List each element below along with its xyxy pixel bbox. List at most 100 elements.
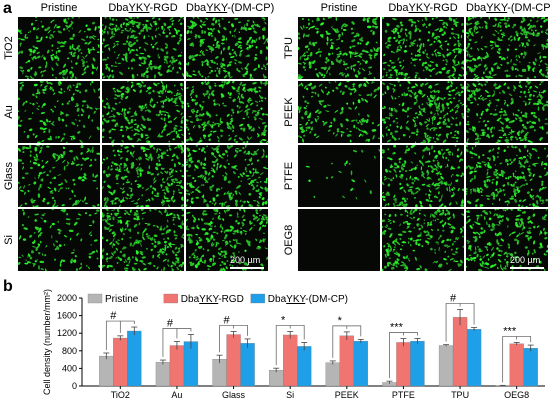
x-tick-label: Au	[171, 390, 182, 400]
legend-label-0: Pristine	[105, 294, 139, 305]
y-tick-label: 400	[62, 363, 77, 373]
right-row-label-tpu: TPU	[283, 37, 295, 59]
y-tick-label: 800	[62, 346, 77, 356]
right-micrograph-tpu-1	[382, 17, 464, 79]
x-tick-label: PTFE	[392, 390, 415, 400]
right-row-label-oeg8: OEG8	[283, 224, 295, 256]
x-tick-label: PEEK	[335, 390, 359, 400]
bar-dbayky-dm-cp--glass	[240, 343, 255, 387]
left-row-label-tio2: TiO2	[3, 36, 15, 60]
x-tick-label: TPU	[451, 390, 469, 400]
significance-label: *	[281, 314, 286, 326]
x-tick-label: Si	[286, 390, 294, 400]
left-column-header-1: DbaYKY-RGD	[108, 2, 178, 14]
left-micrograph-tio2-1	[102, 17, 184, 79]
significance-label: #	[167, 318, 174, 330]
left-micrograph-tio2-0	[18, 17, 100, 79]
bar-dbayky-dm-cp--tio2	[127, 330, 142, 387]
significance-label: *	[338, 315, 343, 327]
x-tick-label: OEG8	[504, 390, 529, 400]
bar-dbayky-rgd-peek	[339, 335, 354, 387]
legend-swatch-2	[250, 293, 265, 304]
micrograph-grid-right: Pristine DbaYKY-RGD DbaYKY-(DM-CP) TPU PEEK P…	[280, 0, 550, 275]
right-column-header-0: Pristine	[320, 2, 358, 14]
cell-density-bar-chart: 0 400 800 1200 1600 2000 Cell density (number/…	[42, 289, 545, 400]
right-row-label-peek: PEEK	[283, 97, 295, 127]
y-tick-label: 1600	[57, 311, 77, 321]
right-micrograph-peek-2	[466, 81, 548, 143]
significance-bracket	[275, 325, 305, 366]
right-micrograph-peek-0	[298, 81, 380, 143]
significance-label: ***	[503, 325, 517, 337]
bar-dbayky-rgd-si	[283, 334, 298, 387]
significance-bracket	[162, 328, 192, 358]
bar-dbayky-dm-cp--si	[297, 346, 312, 387]
left-micrograph-tio2-2	[186, 17, 268, 79]
legend-swatch-0	[87, 293, 103, 304]
panel-a-letter: a	[3, 0, 12, 17]
right-row-label-ptfe: PTFE	[283, 161, 295, 191]
right-column-header-2: DbaYKY-(DM-CP)	[466, 2, 550, 14]
bar-dbayky-rgd-glass	[226, 334, 241, 387]
bar-dbayky-dm-cp--peek	[353, 340, 368, 387]
left-micrograph-glass-1	[102, 145, 184, 207]
bar-dbayky-rgd-oeg8	[509, 343, 524, 387]
bar-pristine-glass	[212, 359, 227, 387]
significance-bracket	[502, 336, 532, 383]
right-micrograph-oeg8-0	[298, 209, 380, 271]
legend-label-1: DbaYKY-RGD	[181, 294, 244, 305]
right-micrograph-ptfe-2	[466, 145, 548, 207]
legend-swatch-1	[163, 293, 178, 304]
left-row-label-au: Au	[3, 105, 15, 119]
right-micrograph-tpu-2	[466, 17, 548, 79]
significance-label: #	[224, 314, 231, 326]
bar-pristine-tio2	[99, 355, 114, 387]
left-micrograph-glass-0	[18, 145, 100, 207]
left-row-label-glass: Glass	[3, 161, 15, 191]
significance-label: #	[110, 310, 117, 322]
left-micrograph-si-2	[186, 209, 268, 271]
left-micrograph-glass-2	[186, 145, 268, 207]
significance-label: #	[450, 292, 457, 304]
bar-dbayky-rgd-tpu	[452, 317, 468, 387]
significance-bracket	[445, 303, 475, 342]
left-column-header-2: DbaYKY-(DM-CP)	[186, 2, 275, 14]
y-axis-label: Cell density (number/mm²)	[42, 289, 52, 395]
left-scale-label: 200 µm	[230, 255, 261, 265]
bar-dbayky-rgd-tio2	[113, 337, 128, 387]
right-scale-bar	[510, 267, 544, 269]
left-micrograph-si-1	[102, 209, 184, 271]
y-tick-label: 1200	[57, 328, 77, 338]
bar-dbayky-rgd-au	[169, 345, 185, 387]
significance-bracket	[389, 332, 418, 379]
bar-dbayky-rgd-ptfe	[396, 342, 411, 387]
right-micrograph-tpu-0	[298, 17, 380, 79]
left-column-header-0: Pristine	[40, 2, 78, 14]
x-tick-label: TiO2	[111, 390, 130, 400]
legend-label-2: DbaYKY-(DM-CP)	[268, 294, 348, 305]
left-micrograph-au-0	[18, 81, 100, 143]
bar-dbayky-dm-cp--oeg8	[523, 348, 538, 387]
left-row-label-si: Si	[3, 235, 15, 245]
right-micrograph-ptfe-1	[382, 145, 464, 207]
left-micrograph-au-2	[186, 81, 268, 143]
bar-pristine-peek	[325, 362, 340, 387]
panel-b-letter: b	[3, 278, 13, 295]
right-scale-label: 200 µm	[510, 255, 541, 265]
y-tick-label: 0	[72, 381, 77, 391]
right-micrograph-ptfe-0	[298, 145, 380, 207]
bar-pristine-au	[155, 362, 171, 387]
significance-bracket	[105, 320, 135, 350]
micrograph-grid-left: Pristine DbaYKY-RGD DbaYKY-(DM-CP) TiO2 Au Gl…	[0, 0, 275, 275]
right-micrograph-oeg8-1	[382, 209, 464, 271]
significance-bracket	[332, 325, 362, 358]
x-tick-label: Glass	[222, 390, 246, 400]
bar-pristine-tpu	[438, 345, 454, 387]
right-column-header-1: DbaYKY-RGD	[388, 2, 458, 14]
right-micrograph-peek-1	[382, 81, 464, 143]
bar-dbayky-dm-cp--tpu	[466, 329, 482, 387]
left-micrograph-au-1	[102, 81, 184, 143]
right-micrograph-oeg8-2	[466, 209, 548, 271]
y-tick-label: 2000	[57, 293, 77, 303]
left-micrograph-si-0	[18, 209, 100, 271]
